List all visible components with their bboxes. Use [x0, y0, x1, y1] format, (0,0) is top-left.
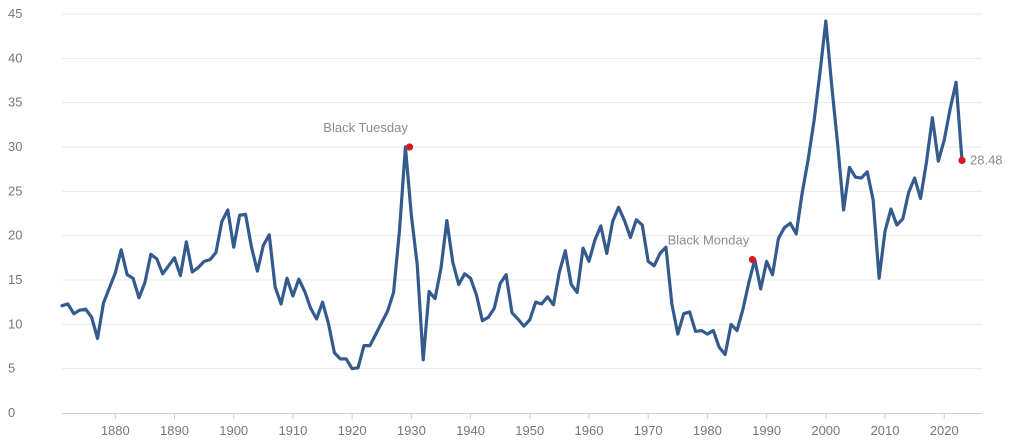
y-tick-label-7: 35	[8, 95, 22, 110]
annotation-marker-0	[405, 143, 414, 151]
y-tick-label-2: 10	[8, 316, 22, 331]
y-tick-label-9: 45	[8, 6, 22, 21]
axis-layer: 0 5 10 15 20 25 30 35 40 45 1880 1890 1900 1910 1920 19…	[8, 6, 982, 438]
x-tick-label-10: 1980	[693, 423, 722, 438]
y-tick-label-5: 25	[8, 183, 22, 198]
y-tick-label-8: 40	[8, 50, 22, 65]
annotation-label-2: 28.48	[970, 152, 1003, 167]
x-tick-label-13: 2010	[871, 423, 900, 438]
x-tick-label-6: 1940	[456, 423, 485, 438]
y-tick-label-4: 20	[8, 228, 22, 243]
annotation-layer: Black Tuesday Black Monday 28.48	[323, 120, 1003, 264]
annotation-marker-2	[958, 156, 966, 165]
x-tick-label-4: 1920	[338, 423, 367, 438]
x-tick-label-12: 2000	[811, 423, 840, 438]
x-tick-label-5: 1930	[397, 423, 426, 438]
x-tick-label-3: 1910	[278, 423, 307, 438]
x-tick-label-7: 1950	[515, 423, 544, 438]
x-tick-label-0: 1880	[101, 423, 130, 438]
y-tick-label-0: 0	[8, 405, 15, 420]
series-line-0	[60, 19, 964, 371]
series-layer	[60, 19, 964, 371]
x-tick-label-11: 1990	[752, 423, 781, 438]
annotation-label-0: Black Tuesday	[323, 120, 408, 135]
y-tick-label-3: 15	[8, 272, 22, 287]
x-tick-label-8: 1960	[575, 423, 604, 438]
x-tick-label-14: 2020	[930, 423, 959, 438]
x-tick-label-9: 1970	[634, 423, 663, 438]
annotation-label-1: Black Monday	[668, 233, 750, 248]
y-tick-label-1: 5	[8, 361, 15, 376]
y-tick-label-6: 30	[8, 139, 22, 154]
x-tick-label-2: 1900	[219, 423, 248, 438]
annotation-marker-1	[748, 256, 756, 264]
x-tick-label-1: 1890	[160, 423, 189, 438]
grid-layer	[62, 13, 982, 370]
